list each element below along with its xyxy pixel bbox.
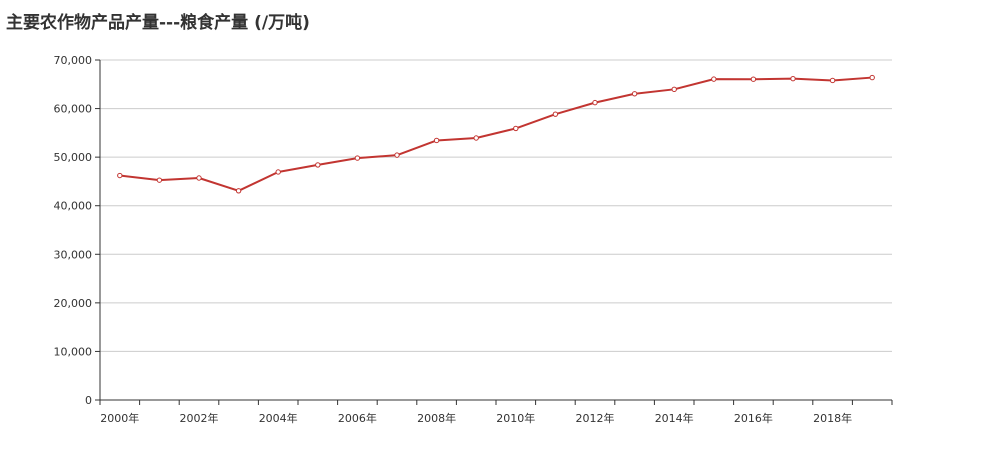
data-point: [671, 86, 677, 93]
y-tick-label: 70,000: [54, 54, 93, 67]
y-tick-label: 10,000: [54, 345, 93, 358]
x-tick-label: 2010年: [496, 411, 535, 425]
data-point: [275, 169, 281, 175]
data-point: [869, 74, 875, 81]
data-point: [829, 77, 836, 84]
data-point: [394, 152, 400, 158]
y-tick-label: 40,000: [54, 200, 93, 213]
y-tick-label: 20,000: [54, 297, 93, 310]
axes: [95, 59, 893, 405]
data-point: [156, 177, 163, 183]
data-point: [315, 162, 321, 168]
data-point: [196, 175, 202, 181]
x-axis-tick-labels: 2000年 2002年 2004年 2006年 2008年 2010年 2012年 2014年…: [100, 411, 852, 425]
data-point: [711, 76, 717, 82]
data-point: [433, 137, 440, 144]
x-tick-label: 2002年: [180, 411, 219, 425]
y-axis-tick-labels: 0 10,000 20,000 30,000 40,000 50,000 60,000 70,…: [54, 54, 93, 407]
y-tick-label: 30,000: [54, 248, 93, 261]
data-point: [354, 155, 361, 161]
grid-lines: [100, 59, 892, 352]
x-tick-label: 2016年: [734, 411, 773, 425]
x-tick-label: 2008年: [417, 411, 456, 425]
x-tick-label: 2004年: [259, 411, 298, 425]
y-tick-label: 60,000: [54, 103, 93, 116]
chart-title: 主要农作物产品产量---粮食产量 (/万吨): [6, 13, 310, 33]
series-line: [119, 76, 873, 192]
data-point: [631, 91, 638, 97]
series-group: [117, 74, 875, 194]
x-tick-label: 2014年: [655, 411, 694, 425]
data-point: [513, 125, 519, 132]
data-point: [473, 135, 479, 141]
data-point: [552, 111, 559, 117]
y-tick-label: 50,000: [54, 151, 93, 164]
data-point: [790, 75, 796, 82]
x-tick-label: 2012年: [576, 411, 615, 425]
x-tick-label: 2006年: [338, 411, 377, 425]
data-point: [750, 76, 757, 82]
data-point: [117, 172, 123, 179]
x-tick-label: 2000年: [100, 411, 139, 425]
data-point: [235, 188, 242, 194]
y-tick-label: 0: [85, 394, 92, 407]
x-tick-label: 2018年: [813, 411, 852, 425]
data-point: [592, 99, 598, 106]
